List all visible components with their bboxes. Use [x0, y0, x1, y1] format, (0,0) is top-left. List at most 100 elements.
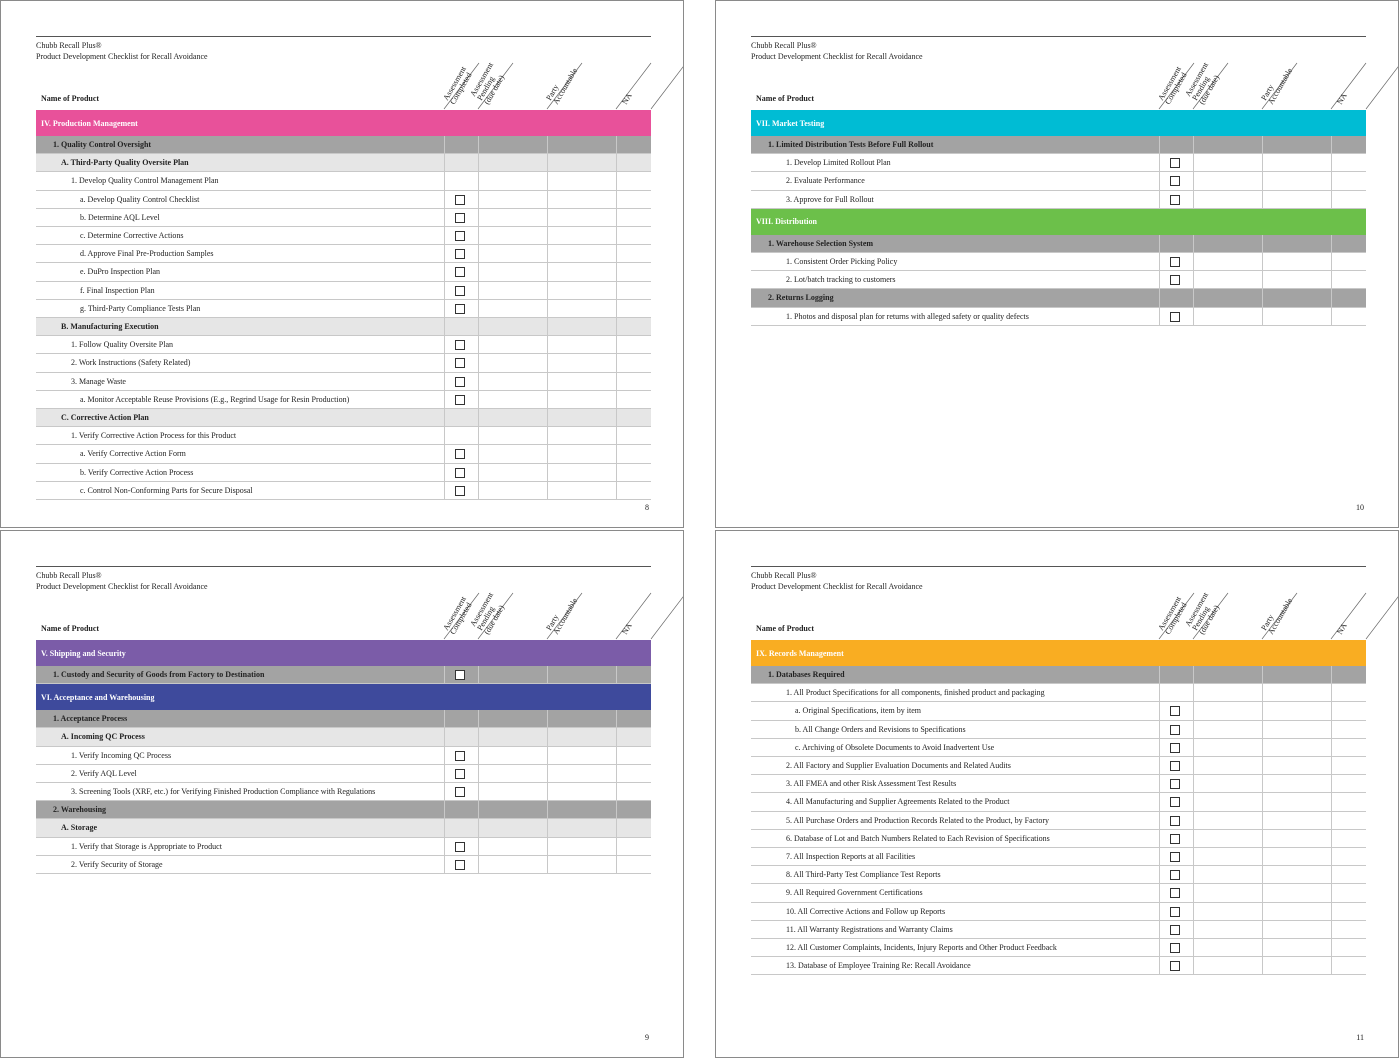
- cell-divider: [478, 245, 479, 263]
- checkbox: [1170, 852, 1180, 863]
- header-subtitle: Product Development Checklist for Recall…: [36, 582, 208, 591]
- cell-divider: [1159, 720, 1160, 738]
- cell-divider: [616, 354, 617, 372]
- cell-divider: [1331, 253, 1332, 271]
- cell-divider: [444, 427, 445, 445]
- item-row: 2. Work Instructions (Safety Related): [36, 354, 651, 373]
- cell-divider: [1331, 720, 1332, 738]
- cell-divider: [616, 190, 617, 208]
- section-row: VIII. Distribution: [751, 208, 1366, 235]
- header-diagonals: [1158, 62, 1398, 110]
- cell-divider: [1159, 884, 1160, 902]
- cell-divider: [1193, 271, 1194, 289]
- checkbox: [1170, 742, 1180, 753]
- item-row: 9. All Required Government Certification…: [751, 884, 1366, 903]
- subitem-row: g. Third-Party Compliance Tests Plan: [36, 299, 651, 318]
- cell-divider: [478, 801, 479, 819]
- page-number: 10: [1356, 503, 1364, 512]
- row-text: 2. Verify Security of Storage: [71, 859, 163, 869]
- cell-divider: [1262, 271, 1263, 289]
- subitem-row: c. Determine Corrective Actions: [36, 227, 651, 246]
- cell-divider: [444, 855, 445, 873]
- cell-divider: [1159, 775, 1160, 793]
- cell-divider: [1159, 702, 1160, 720]
- checkbox: [455, 768, 465, 779]
- header-diagonals: [443, 62, 683, 110]
- item-row: 8. All Third-Party Test Compliance Test …: [751, 866, 1366, 885]
- cell-divider: [616, 208, 617, 226]
- checkbox: [455, 841, 465, 852]
- item-row: 1. Verify Corrective Action Process for …: [36, 427, 651, 446]
- row-text: VII. Market Testing: [756, 118, 825, 128]
- checkbox: [455, 194, 465, 205]
- cell-divider: [478, 318, 479, 336]
- cell-divider: [1331, 190, 1332, 208]
- cell-divider: [1331, 738, 1332, 756]
- cell-divider: [444, 318, 445, 336]
- checkbox: [455, 303, 465, 314]
- cell-divider: [444, 172, 445, 190]
- cell-divider: [1262, 811, 1263, 829]
- cell-divider: [1159, 939, 1160, 957]
- cell-divider: [1331, 957, 1332, 975]
- cell-divider: [547, 764, 548, 782]
- checkbox: [455, 485, 465, 496]
- row-text: e. DuPro Inspection Plan: [80, 267, 160, 277]
- cell-divider: [478, 227, 479, 245]
- item-row: 1. All Product Specifications for all co…: [751, 684, 1366, 703]
- cell-divider: [616, 245, 617, 263]
- row-text: 3. Approve for Full Rollout: [786, 194, 874, 204]
- checkbox: [455, 212, 465, 223]
- row-text: 3. All FMEA and other Risk Assessment Te…: [786, 779, 957, 789]
- cell-divider: [1159, 666, 1160, 684]
- cell-divider: [1159, 307, 1160, 325]
- cell-divider: [478, 336, 479, 354]
- row-text: a. Verify Corrective Action Form: [80, 449, 186, 459]
- row-text: B. Manufacturing Execution: [61, 322, 159, 332]
- cell-divider: [1262, 902, 1263, 920]
- cell-divider: [1262, 666, 1263, 684]
- cell-divider: [1159, 154, 1160, 172]
- checkbox: [1170, 194, 1180, 205]
- cell-divider: [547, 463, 548, 481]
- subitem-row: b. Determine AQL Level: [36, 208, 651, 227]
- cell-divider: [478, 299, 479, 317]
- page: Chubb Recall Plus® Product Development Ch…: [0, 0, 684, 528]
- cell-divider: [1331, 172, 1332, 190]
- diagonal-rule: [546, 62, 583, 110]
- checkbox: [455, 467, 465, 478]
- row-text: 1. Verify Incoming QC Process: [71, 750, 172, 760]
- page-number: 8: [645, 503, 649, 512]
- cell-divider: [1262, 939, 1263, 957]
- name-label: Name of Product: [756, 94, 815, 103]
- cell-divider: [616, 783, 617, 801]
- subitem-row: f. Final Inspection Plan: [36, 281, 651, 300]
- header-title: Chubb Recall Plus®: [751, 41, 817, 50]
- row-text: f. Final Inspection Plan: [80, 285, 155, 295]
- row-text: 1. Develop Quality Control Management Pl…: [71, 176, 219, 186]
- cell-divider: [1331, 939, 1332, 957]
- subgroup-row: A. Storage: [36, 819, 651, 838]
- cell-divider: [616, 764, 617, 782]
- cell-divider: [444, 154, 445, 172]
- cell-divider: [547, 666, 548, 684]
- cell-divider: [547, 227, 548, 245]
- group-row: 2. Returns Logging: [751, 289, 1366, 308]
- cell-divider: [1159, 253, 1160, 271]
- row-text: 1. Acceptance Process: [53, 714, 128, 724]
- header-rule: [36, 566, 651, 567]
- diagonal-rule: [477, 592, 514, 640]
- cell-divider: [1262, 234, 1263, 252]
- subitem-row: c. Archiving of Obsolete Documents to Av…: [751, 738, 1366, 757]
- row-text: 8. All Third-Party Test Compliance Test …: [786, 870, 941, 880]
- item-row: 7. All Inspection Reports at all Facilit…: [751, 848, 1366, 867]
- cell-divider: [444, 764, 445, 782]
- cell-divider: [1262, 829, 1263, 847]
- cell-divider: [1262, 793, 1263, 811]
- cell-divider: [616, 445, 617, 463]
- cell-divider: [478, 354, 479, 372]
- cell-divider: [547, 281, 548, 299]
- cell-divider: [478, 666, 479, 684]
- cell-divider: [1159, 866, 1160, 884]
